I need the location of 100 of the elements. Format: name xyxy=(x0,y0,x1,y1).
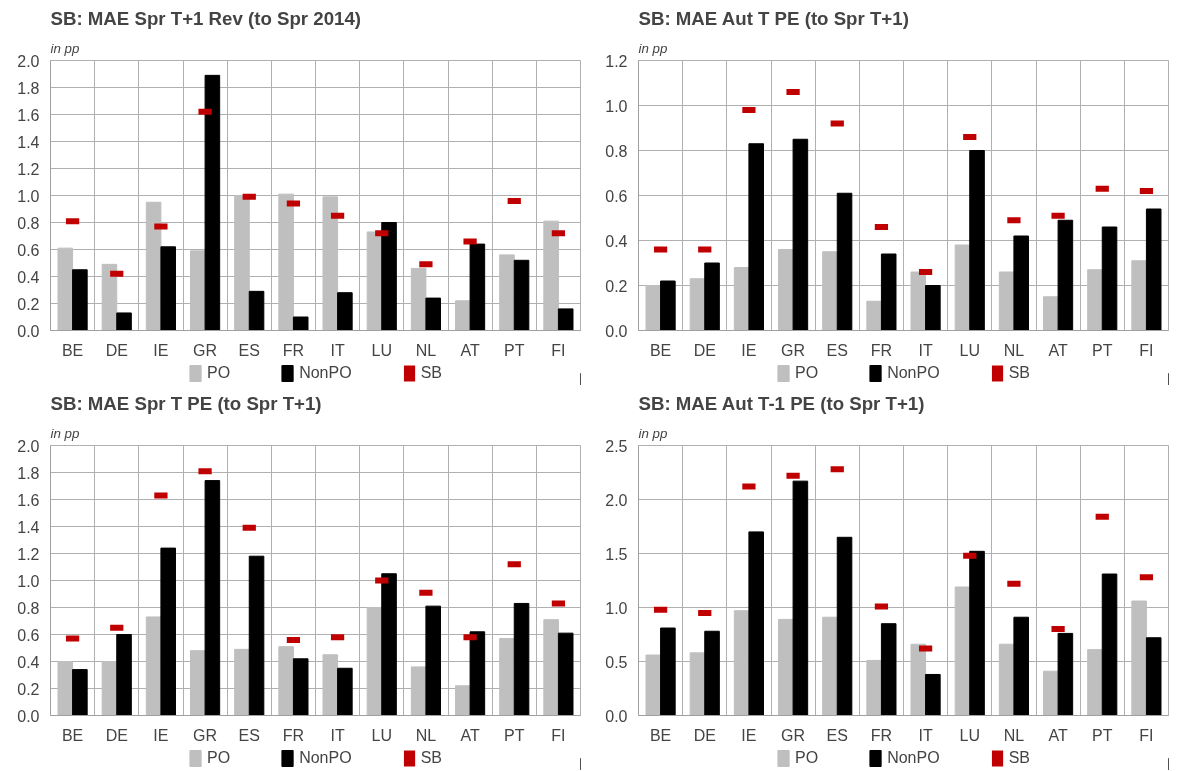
x-tick-label: FI xyxy=(551,341,566,359)
bar xyxy=(57,661,74,716)
x-tick-label: AT xyxy=(460,341,480,359)
legend-label: NonPO xyxy=(299,749,352,767)
x-tick-label: GR xyxy=(781,341,806,359)
bar xyxy=(792,480,809,716)
x-tick-label: IE xyxy=(741,341,757,359)
legend-label: SB xyxy=(420,749,442,767)
bar xyxy=(1013,235,1029,331)
y-tick-label: 0.0 xyxy=(605,707,628,725)
bar xyxy=(204,74,221,331)
bar xyxy=(660,627,676,716)
y-tick-label: 1.0 xyxy=(605,97,628,115)
x-tick-label: ES xyxy=(826,341,848,359)
x-tick-label: PT xyxy=(504,726,525,744)
x-tick-label: NL xyxy=(1003,726,1025,744)
bar xyxy=(704,262,720,331)
legend-label: NonPO xyxy=(887,364,940,382)
legend-label: PO xyxy=(207,749,231,767)
bar xyxy=(1087,269,1103,331)
bar xyxy=(910,271,927,331)
x-tick-label: FI xyxy=(551,726,566,744)
y-tick-label: 0.6 xyxy=(17,626,40,644)
y-tick-label: 0.8 xyxy=(17,214,40,232)
x-tick-label: LU xyxy=(959,341,980,359)
y-tick-label: 1.4 xyxy=(17,133,40,151)
bar xyxy=(116,634,132,716)
x-tick-label: DE xyxy=(105,341,128,359)
bar xyxy=(337,292,353,331)
bar xyxy=(925,285,941,331)
chart-title: SB: MAE Aut T PE (to Spr T+1) xyxy=(638,7,909,29)
y-tick-label: 1.2 xyxy=(605,52,628,70)
x-tick-label: FI xyxy=(1139,726,1154,744)
x-tick-label: IT xyxy=(330,341,345,359)
bar xyxy=(969,550,985,716)
bar xyxy=(925,673,941,716)
bar xyxy=(1057,219,1074,331)
bar xyxy=(101,263,118,331)
x-tick-label: BE xyxy=(61,341,84,359)
bar xyxy=(836,536,853,716)
y-axis-title: in pp xyxy=(50,40,80,56)
bar xyxy=(969,150,985,331)
y-tick-label: 1.0 xyxy=(605,599,628,617)
bar xyxy=(689,278,706,331)
bar xyxy=(866,300,882,331)
legend-label: SB xyxy=(420,364,442,382)
bar xyxy=(160,547,176,716)
x-tick-label: ES xyxy=(826,726,848,744)
bar xyxy=(292,316,309,331)
x-tick-label: PT xyxy=(1092,726,1113,744)
y-tick-label: 1.4 xyxy=(17,518,40,536)
bar xyxy=(366,607,383,716)
bar xyxy=(455,300,471,331)
x-tick-label: BE xyxy=(61,726,84,744)
bar xyxy=(322,654,339,716)
x-tick-label: BE xyxy=(649,726,672,744)
y-tick-label: 1.2 xyxy=(17,160,40,178)
legend-label: SB xyxy=(1008,364,1030,382)
bar xyxy=(234,648,250,716)
bar xyxy=(248,290,265,331)
x-tick-label: GR xyxy=(781,726,806,744)
bar xyxy=(1131,600,1147,716)
x-tick-label: FR xyxy=(870,726,893,744)
bar xyxy=(704,630,720,716)
x-tick-label: LU xyxy=(371,341,392,359)
x-tick-label: IE xyxy=(741,726,757,744)
x-tick-label: IE xyxy=(153,726,169,744)
bar xyxy=(998,271,1015,331)
bar xyxy=(557,632,574,716)
y-tick-label: 0.4 xyxy=(17,268,40,286)
bar xyxy=(72,269,88,331)
y-tick-label: 0.8 xyxy=(17,599,40,617)
y-tick-label: 2.0 xyxy=(17,52,40,70)
bar xyxy=(234,195,250,331)
bar xyxy=(72,669,88,716)
y-tick-label: 2.0 xyxy=(605,491,628,509)
bar xyxy=(410,267,427,331)
bar xyxy=(469,243,486,331)
bar xyxy=(204,480,221,716)
chart-title: SB: MAE Aut T-1 PE (to Spr T+1) xyxy=(638,392,925,414)
bar xyxy=(689,652,706,716)
bar xyxy=(954,244,971,331)
bar xyxy=(499,638,515,716)
x-tick-label: DE xyxy=(693,341,716,359)
bar xyxy=(557,308,574,331)
y-tick-label: 1.0 xyxy=(17,187,40,205)
x-tick-label: IT xyxy=(918,341,933,359)
chart-title: SB: MAE Spr T+1 Rev (to Spr 2014) xyxy=(50,7,361,29)
y-tick-label: 0.8 xyxy=(605,142,628,160)
bar xyxy=(116,312,132,331)
x-tick-label: FR xyxy=(282,726,305,744)
y-tick-label: 2.0 xyxy=(17,437,40,455)
y-tick-label: 0.0 xyxy=(17,707,40,725)
legend-label: NonPO xyxy=(299,364,352,382)
bar xyxy=(645,654,662,716)
bar xyxy=(381,222,397,331)
y-axis-title: in pp xyxy=(50,425,80,441)
bar xyxy=(645,285,662,331)
bar xyxy=(469,631,486,716)
bar xyxy=(145,616,162,716)
